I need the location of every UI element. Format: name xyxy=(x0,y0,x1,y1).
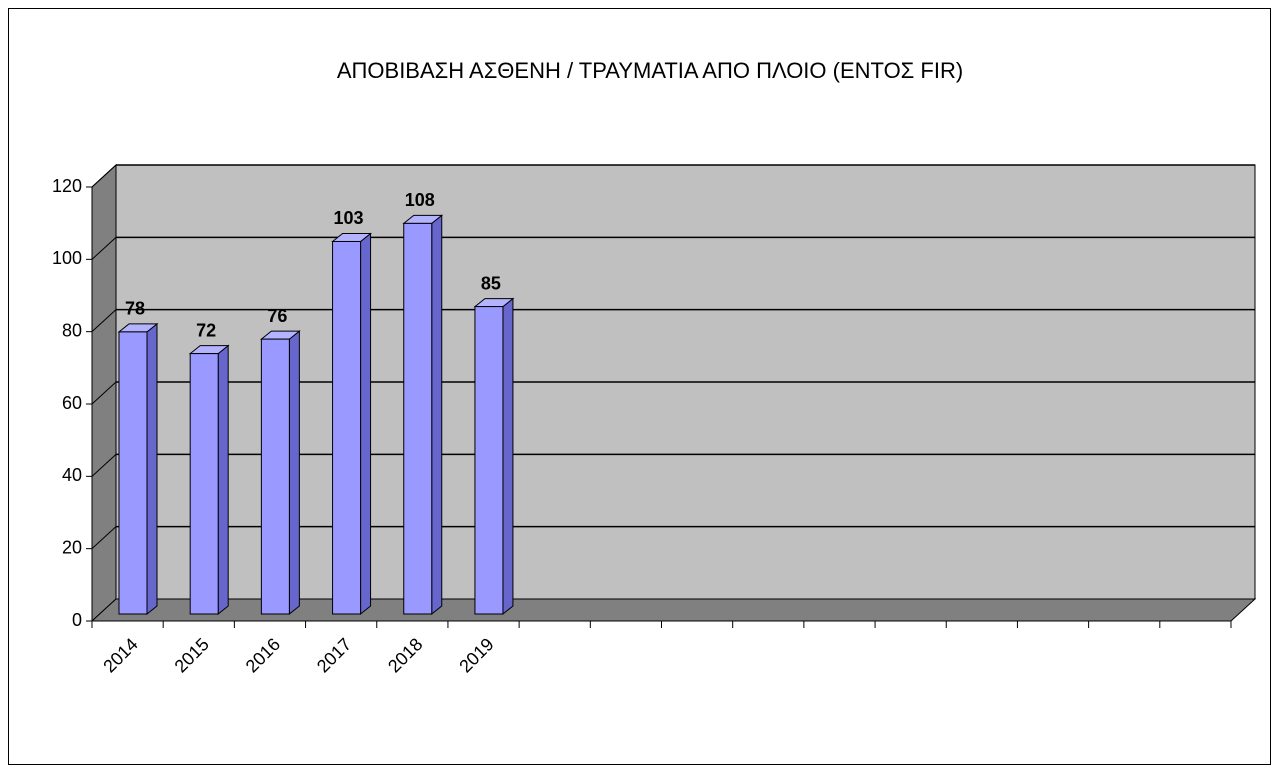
y-tick-label: 60 xyxy=(62,393,82,413)
data-label: 72 xyxy=(196,320,216,340)
grid-line xyxy=(91,526,117,550)
chart-title: ΑΠΟΒΙΒΑΣΗ ΑΣΘΕΝΗ / ΤΡΑΥΜΑΤΙΑ ΑΠΟ ΠΛΟΙΟ (… xyxy=(337,58,963,83)
bar xyxy=(403,222,433,615)
grid-line xyxy=(91,453,117,477)
bar-side xyxy=(360,232,372,616)
bar xyxy=(260,338,290,615)
grid-line xyxy=(91,309,117,333)
data-label: 103 xyxy=(334,208,364,228)
y-tick-label: 120 xyxy=(52,176,82,196)
bar-side xyxy=(431,214,443,616)
bar-side xyxy=(502,297,514,616)
bar-side xyxy=(288,330,300,616)
y-tick-label: 20 xyxy=(62,537,82,557)
bar xyxy=(332,240,362,615)
y-tick-label: 100 xyxy=(52,248,82,268)
bar xyxy=(118,331,148,615)
data-label: 78 xyxy=(125,299,145,319)
grid-line xyxy=(91,381,117,405)
data-label: 76 xyxy=(267,306,287,326)
data-label: 85 xyxy=(481,273,501,293)
bar xyxy=(189,353,219,615)
y-tick-label: 40 xyxy=(62,465,82,485)
grid-line xyxy=(91,164,117,188)
y-tick-label: 0 xyxy=(72,610,82,630)
bar-side xyxy=(146,322,158,616)
y-tick-label: 80 xyxy=(62,320,82,340)
data-label: 108 xyxy=(405,190,435,210)
grid-line xyxy=(91,236,117,260)
bar-side xyxy=(217,344,229,616)
bar xyxy=(474,306,504,615)
